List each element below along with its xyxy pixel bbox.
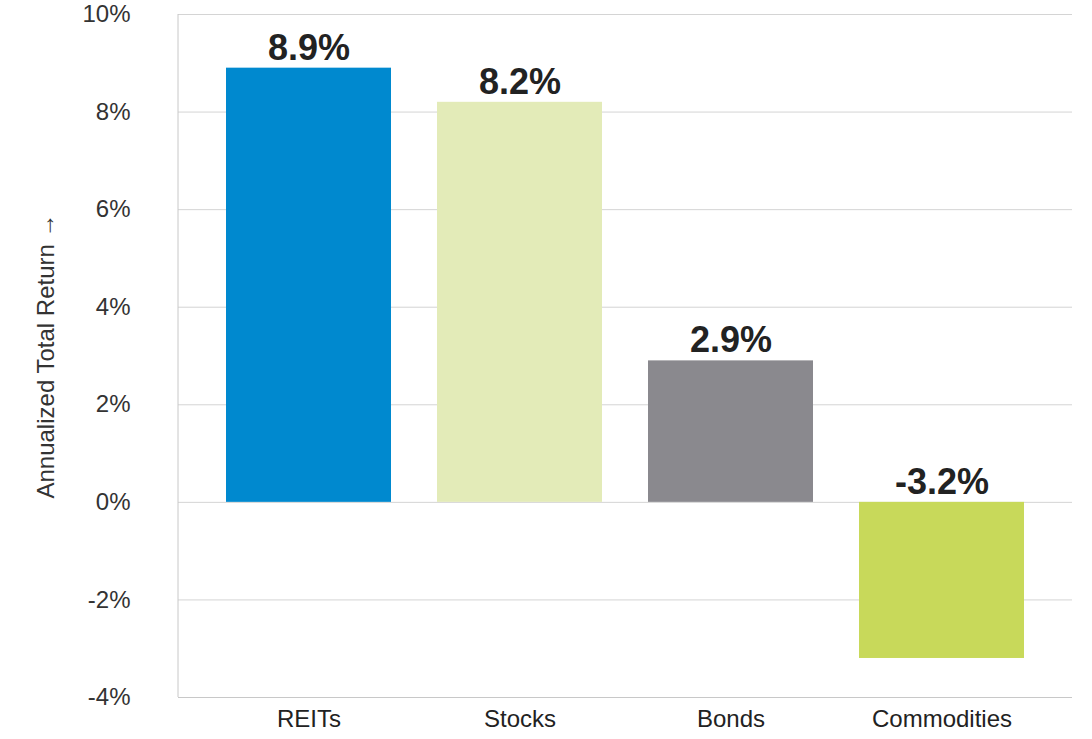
svg-text:-3.2%: -3.2% bbox=[895, 461, 989, 502]
svg-text:8.2%: 8.2% bbox=[479, 61, 561, 102]
svg-text:0%: 0% bbox=[96, 488, 131, 515]
svg-text:4%: 4% bbox=[96, 293, 131, 320]
svg-text:8%: 8% bbox=[96, 98, 131, 125]
svg-text:10%: 10% bbox=[82, 0, 130, 27]
svg-text:8.9%: 8.9% bbox=[268, 27, 350, 68]
svg-text:-4%: -4% bbox=[88, 683, 131, 710]
svg-text:Commodities: Commodities bbox=[872, 705, 1012, 732]
svg-text:Stocks: Stocks bbox=[484, 705, 556, 732]
svg-text:2%: 2% bbox=[96, 390, 131, 417]
svg-text:Bonds: Bonds bbox=[697, 705, 765, 732]
svg-text:-2%: -2% bbox=[88, 586, 131, 613]
svg-text:6%: 6% bbox=[96, 195, 131, 222]
svg-text:REITs: REITs bbox=[277, 705, 341, 732]
svg-text:2.9%: 2.9% bbox=[690, 319, 772, 360]
svg-text:Annualized Total Return →: Annualized Total Return → bbox=[32, 213, 59, 498]
